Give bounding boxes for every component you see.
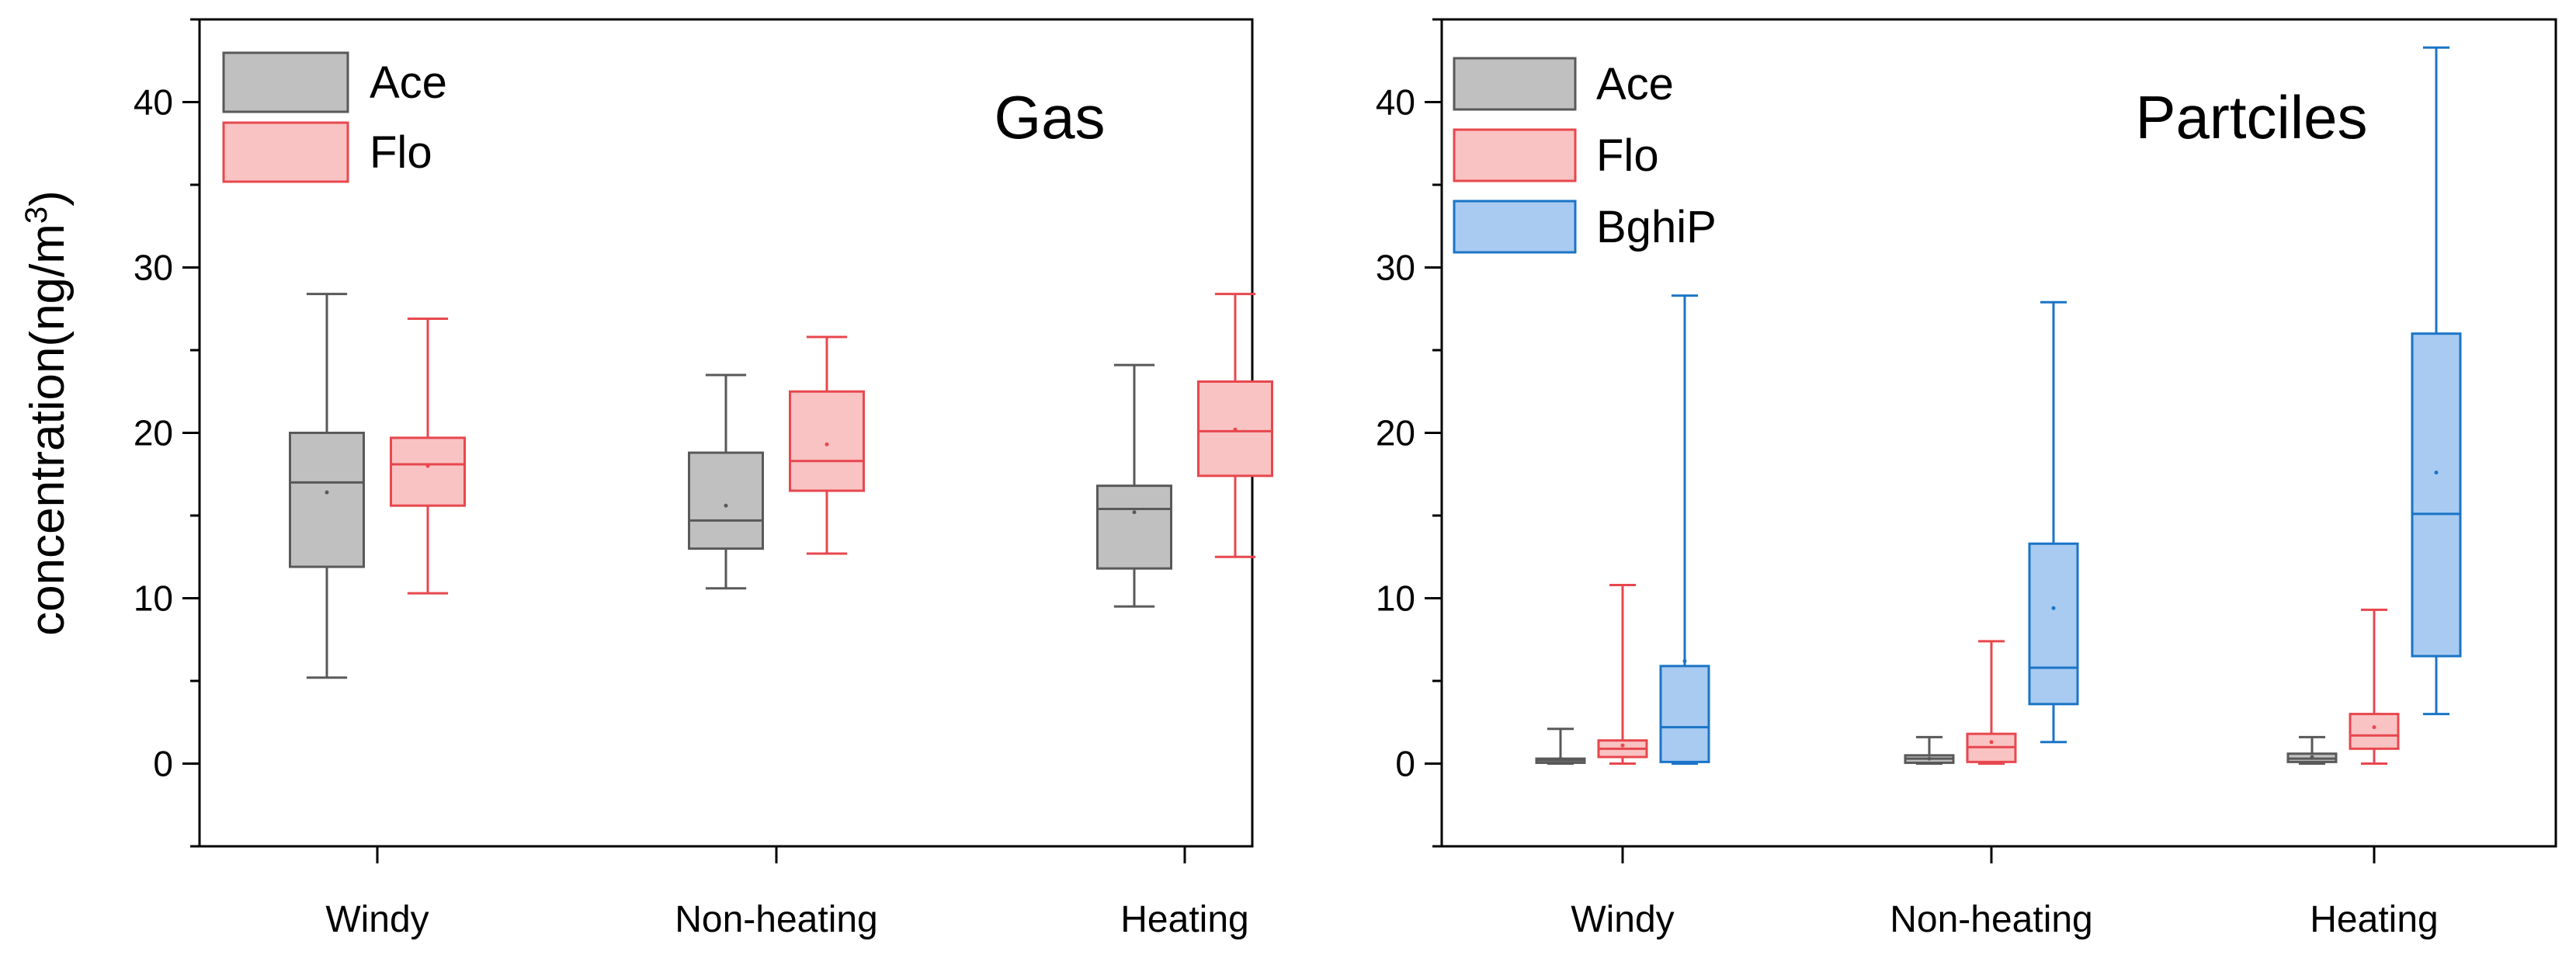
legend-swatch-flo [222, 121, 349, 183]
x-tick-label: Heating [2310, 899, 2438, 940]
legend-label-flo: Flo [370, 127, 432, 178]
ace-box-heating [2286, 735, 2338, 765]
ace-box-non-heating [1904, 735, 1955, 765]
flo-box-windy [390, 318, 466, 595]
panel-title: Gas [994, 83, 1105, 151]
legend-label-ace: Ace [370, 57, 447, 108]
y-tick-label: 10 [134, 578, 173, 619]
legend-label-ace: Ace [1596, 59, 1674, 109]
mean-marker [825, 442, 829, 446]
flo-box-heating [2349, 608, 2400, 765]
x-tick-label: Windy [1571, 899, 1674, 940]
legend-swatch-ace [222, 51, 349, 113]
legend: Ace Flo [222, 51, 447, 183]
legend-swatch-bghip [1453, 200, 1577, 254]
box-body [789, 390, 865, 492]
legend: Ace Flo BghiP [1453, 57, 1717, 254]
flo-box-non-heating [789, 335, 865, 555]
particles-panel: 0 10 20 30 40 Windy Non-heating Heating Partcile… [1376, 18, 2557, 940]
flo-box-non-heating [1966, 640, 2017, 765]
box-body [2411, 332, 2462, 658]
y-tick-label: 0 [153, 744, 173, 784]
x-tick-label: Windy [325, 899, 429, 940]
legend-swatch-ace [1453, 57, 1577, 111]
mean-marker [2310, 755, 2314, 759]
mean-marker [1132, 510, 1137, 515]
mean-marker [1927, 756, 1932, 761]
ace-box-windy [1535, 728, 1586, 765]
y-tick-label: 10 [1376, 578, 1415, 619]
flo-box-heating [1197, 293, 1273, 558]
mean-marker [1558, 756, 1563, 761]
y-tick-label: 40 [1376, 82, 1415, 123]
y-tick-label: 20 [134, 413, 173, 453]
x-tick-label: Non-heating [675, 899, 878, 940]
y-tick-label: 20 [1376, 413, 1415, 453]
bghip-box-heating [2411, 46, 2462, 716]
mean-marker [2434, 471, 2439, 475]
ace-box-non-heating [688, 373, 764, 590]
box-body [1096, 484, 1172, 570]
box-body [2349, 713, 2400, 750]
bghip-box-non-heating [2028, 300, 2079, 744]
legend-label-bghip: BghiP [1596, 202, 1717, 252]
ace-box-heating [1096, 363, 1172, 608]
mean-marker [1233, 427, 1238, 432]
mean-marker [724, 503, 728, 508]
y-tick-label: 40 [134, 82, 173, 123]
box-body [390, 436, 466, 507]
box-body [289, 432, 365, 568]
mean-marker [1989, 740, 1994, 745]
ace-box-windy [289, 293, 365, 679]
x-tick-label: Non-heating [1890, 899, 2093, 940]
y-tick-label: 0 [1395, 744, 1415, 784]
mean-marker [2372, 725, 2376, 730]
mean-marker [1682, 658, 1687, 663]
mean-marker [425, 464, 430, 468]
box-body [688, 451, 764, 550]
box-body [1659, 665, 1710, 763]
x-tick-label: Heating [1120, 899, 1248, 940]
mean-marker [2051, 606, 2056, 610]
legend-swatch-flo [1453, 128, 1577, 182]
mean-marker [1620, 743, 1625, 748]
legend-label-flo: Flo [1596, 130, 1659, 181]
panel-title: Partciles [2135, 83, 2367, 151]
flo-box-windy [1597, 583, 1648, 765]
gas-panel: 0 10 20 30 40 Windy Non-heating Heating Gas Ace Fl… [134, 18, 1273, 940]
bghip-box-windy [1659, 294, 1710, 765]
y-tick-label: 30 [1376, 248, 1415, 288]
mean-marker [325, 490, 329, 495]
y-axis-title: concentration(ng/m3) [19, 190, 75, 636]
box-body [2028, 542, 2079, 706]
y-tick-label: 30 [134, 248, 173, 288]
